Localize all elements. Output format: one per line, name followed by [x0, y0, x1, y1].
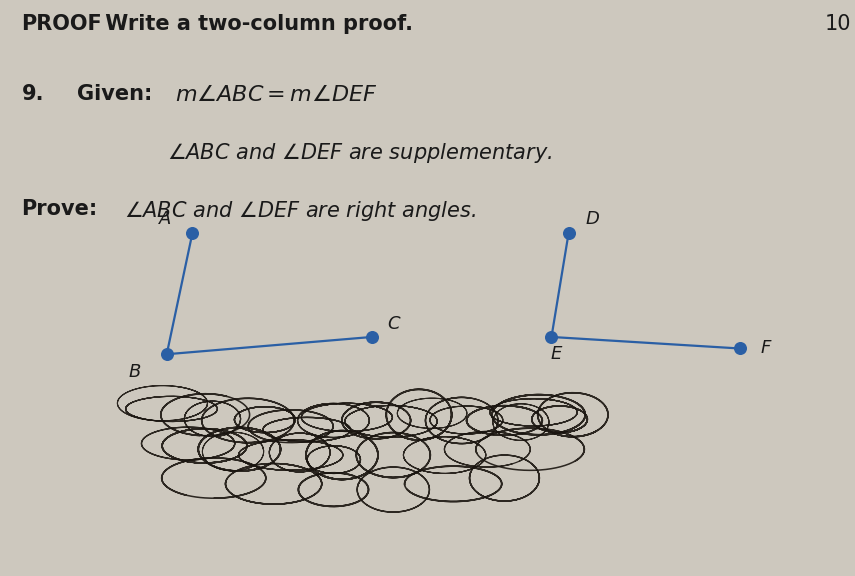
Text: $m\angle ABC = m\angle DEF$: $m\angle ABC = m\angle DEF$ [175, 84, 378, 104]
Point [186, 229, 199, 238]
Point [545, 332, 558, 342]
Text: $\angle ABC$ and $\angle DEF$ are right angles.: $\angle ABC$ and $\angle DEF$ are right … [124, 199, 476, 223]
Text: Given:: Given: [77, 84, 152, 104]
Point [562, 229, 575, 238]
Text: PROOF: PROOF [21, 14, 102, 35]
Text: C: C [387, 315, 400, 334]
Text: Prove:: Prove: [21, 199, 97, 219]
Point [365, 332, 379, 342]
Text: D: D [586, 210, 599, 228]
Point [160, 350, 174, 359]
Text: E: E [550, 345, 562, 363]
Text: B: B [129, 362, 141, 381]
Text: Write a two-column proof.: Write a two-column proof. [98, 14, 413, 35]
Text: $\angle ABC$ and $\angle DEF$ are supplementary.: $\angle ABC$ and $\angle DEF$ are supple… [167, 141, 552, 165]
Text: 10: 10 [824, 14, 851, 35]
Text: F: F [761, 339, 771, 358]
Text: A: A [159, 210, 171, 228]
Text: 9.: 9. [21, 84, 44, 104]
Point [733, 344, 746, 353]
